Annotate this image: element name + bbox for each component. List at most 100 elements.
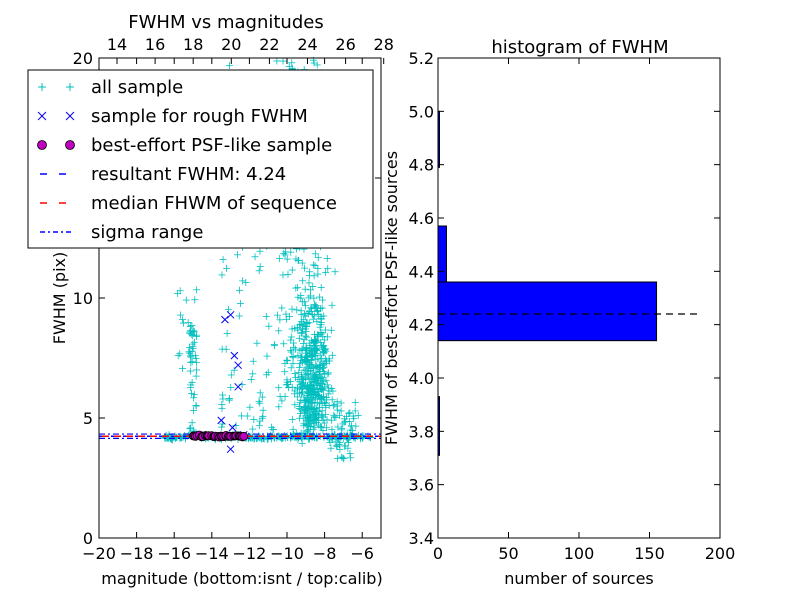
all-sample-point: [365, 433, 373, 441]
all-sample-point: [325, 384, 333, 392]
all-sample-point: [243, 412, 251, 420]
all-sample-point: [249, 425, 257, 433]
all-sample-point: [303, 346, 311, 354]
all-sample-point: [225, 396, 233, 404]
right-y-axis-label: FWHM of best-effort PSF-like sources: [382, 151, 401, 445]
all-sample-point: [287, 333, 295, 341]
x-tick-label: −8: [313, 544, 337, 563]
all-sample-point: [319, 385, 327, 393]
all-sample-point: [314, 421, 322, 429]
all-sample-point: [294, 284, 302, 292]
all-sample-point: [311, 262, 319, 270]
x-top-tick-label: 24: [297, 35, 317, 54]
all-sample-point: [301, 357, 309, 365]
all-sample-point: [219, 391, 227, 399]
all-sample-point: [192, 401, 200, 409]
all-sample-point: [247, 376, 255, 384]
all-sample-point: [329, 387, 337, 395]
all-sample-point: [311, 415, 319, 423]
all-sample-point: [273, 57, 281, 65]
all-sample-point: [313, 406, 321, 414]
all-sample-point: [324, 333, 332, 341]
all-sample-point: [345, 410, 353, 418]
all-sample-point: [179, 319, 187, 327]
all-sample-point: [294, 351, 302, 359]
left-x-ticks: −20 −18 −16 −14 −12 −10 −8 −6: [82, 58, 374, 563]
all-sample-point: [265, 322, 273, 330]
all-sample-point: [339, 420, 347, 428]
rough-fwhm-point: [234, 361, 242, 370]
all-sample-point: [331, 268, 339, 276]
all-sample-point: [230, 366, 238, 374]
all-sample-point: [190, 394, 198, 402]
x-tick-label: −18: [120, 544, 154, 563]
all-sample-point: [297, 320, 305, 328]
all-sample-point: [279, 433, 287, 441]
all-sample-point: [308, 377, 316, 385]
all-sample-point: [317, 357, 325, 365]
rough-fwhm-point: [226, 310, 235, 319]
legend-entry: best-effort PSF-like sample: [37, 135, 332, 156]
all-sample-point: [307, 412, 315, 420]
all-sample-point: [227, 383, 235, 391]
y-tick-label: 5.0: [409, 102, 434, 121]
y-tick-label: 5.2: [409, 49, 434, 68]
y-tick-label: 4.6: [409, 209, 434, 228]
all-sample-point: [191, 296, 199, 304]
all-sample-point: [300, 335, 308, 343]
all-sample-point: [298, 329, 306, 337]
all-sample-point: [334, 423, 342, 431]
all-sample-point: [312, 336, 320, 344]
rough-fwhm-point: [230, 351, 239, 360]
all-sample-point: [177, 311, 185, 319]
all-sample-point: [305, 403, 313, 411]
all-sample-point: [299, 277, 307, 285]
all-sample-point: [294, 256, 302, 264]
x-top-tick-label: 26: [335, 35, 355, 54]
all-sample-point: [318, 364, 326, 372]
all-sample-point: [346, 417, 354, 425]
all-sample-point: [354, 412, 362, 420]
all-sample-point: [259, 406, 267, 414]
all-sample-point: [174, 352, 182, 360]
all-sample-point: [336, 411, 344, 419]
all-sample-point: [323, 254, 331, 262]
all-sample-point: [302, 353, 310, 361]
y-tick-label: 20: [73, 49, 93, 68]
all-sample-point: [276, 316, 284, 324]
all-sample-point: [297, 329, 305, 337]
all-sample-point: [346, 409, 354, 417]
legend-entry: median FHWM of sequence: [40, 193, 337, 214]
all-sample-point: [317, 338, 325, 346]
all-sample-point: [321, 326, 329, 334]
all-sample-point: [281, 368, 289, 376]
all-sample-point: [253, 339, 261, 347]
all-sample-point: [236, 299, 244, 307]
y-tick-label: 5: [83, 409, 93, 428]
all-sample-point: [188, 330, 196, 338]
psf-like-point: [239, 431, 249, 441]
all-sample-point: [320, 369, 328, 377]
all-sample-point: [313, 414, 321, 422]
all-sample-point: [299, 325, 307, 333]
all-sample-point: [317, 375, 325, 383]
all-sample-point: [304, 356, 312, 364]
all-sample-point: [301, 285, 309, 293]
x-tick-label: 100: [564, 544, 595, 563]
all-sample-point: [276, 393, 284, 401]
x-tick-label: −12: [233, 544, 267, 563]
y-tick-label: 4.0: [409, 369, 434, 388]
all-sample-point: [263, 352, 271, 360]
all-sample-point: [316, 351, 324, 359]
y-tick-label: 3.4: [409, 529, 434, 548]
all-sample-point: [224, 305, 232, 313]
all-sample-point: [306, 341, 314, 349]
left-chart: FWHM vs magnitudes −20 −18 −16 −14 −12 −10 −8−…: [27, 12, 394, 588]
left-x-top-ticks: 14 16 18 20 22 24 26 28: [107, 35, 394, 64]
all-sample-point: [340, 418, 348, 426]
x-tick-label: −10: [270, 544, 304, 563]
all-sample-point: [239, 277, 247, 285]
all-sample-point: [189, 344, 197, 352]
all-sample-point: [288, 325, 296, 333]
all-sample-point: [331, 401, 339, 409]
